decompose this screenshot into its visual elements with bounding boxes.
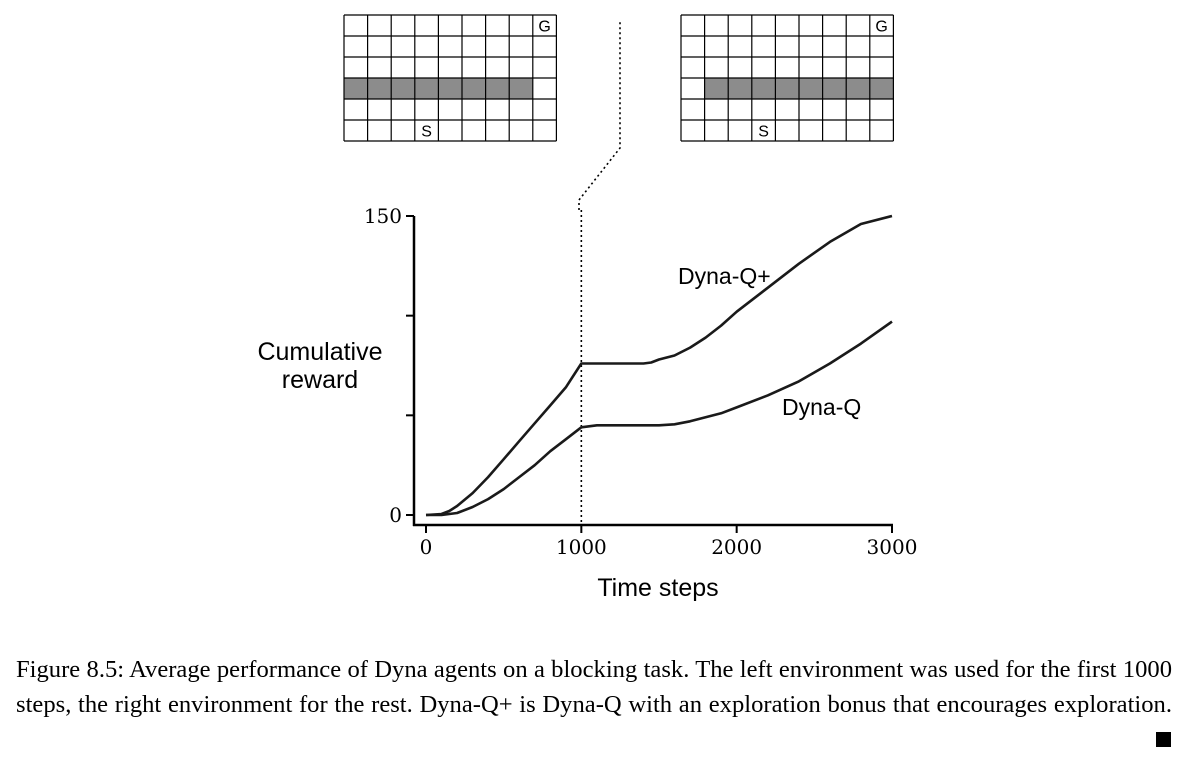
axis-ticks: 0 1000 2000 3000 0 150	[364, 204, 918, 559]
y-tick-label-1: 150	[364, 204, 402, 228]
series-layer	[425, 214, 893, 517]
caption-line2: was used for the first 1000 steps, the r…	[16, 656, 1172, 718]
caption-line3: with an exploration bonus that encourage…	[628, 691, 1172, 718]
left-environment-grid: GS	[343, 14, 558, 142]
x-axis-label: Time steps	[597, 574, 718, 602]
left-start-label: S	[421, 124, 432, 141]
x-tick-label-2: 2000	[711, 535, 762, 559]
series-line-dyna-q-plus	[425, 214, 893, 517]
annotation-dyna-q: Dyna-Q	[782, 394, 861, 420]
figure-caption: Figure 8.5: Average performance of Dyna …	[16, 652, 1172, 722]
left-goal-label: G	[538, 19, 550, 36]
right-start-label: S	[758, 124, 769, 141]
right-goal-label: G	[875, 19, 887, 36]
y-axis-label-line1: Cumulative	[257, 338, 382, 366]
end-of-caption-box	[1156, 732, 1171, 747]
series-line-dyna-q	[426, 320, 893, 517]
caption-line1: Average performance of Dyna agents on a …	[129, 656, 904, 683]
x-tick-label-0: 0	[420, 535, 433, 559]
right-environment-grid: GS	[680, 14, 895, 142]
caption-label: Figure 8.5:	[16, 656, 125, 683]
x-tick-label-3: 3000	[867, 535, 918, 559]
x-tick-label-1: 1000	[556, 535, 607, 559]
environment-switch-connector	[578, 22, 621, 210]
annotation-dyna-q-plus: Dyna-Q+	[678, 263, 771, 289]
y-axis-label-line2: reward	[282, 366, 358, 394]
y-tick-label-0: 0	[389, 503, 402, 527]
